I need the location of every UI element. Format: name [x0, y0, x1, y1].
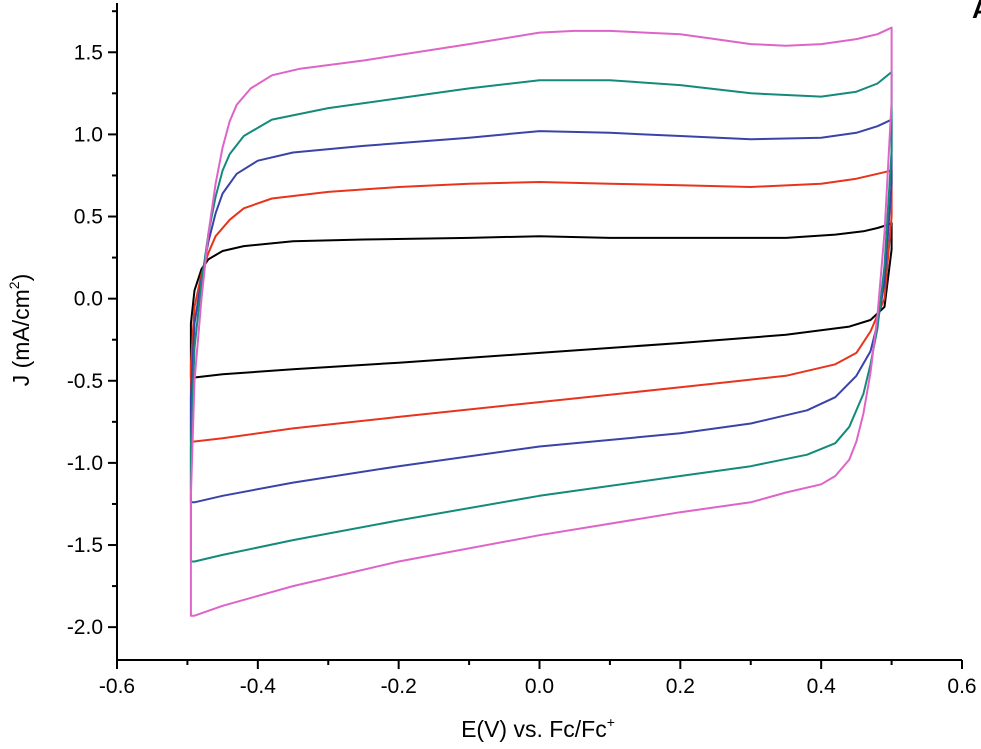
- y-axis-title: J (mA/cm2): [6, 274, 34, 387]
- y-tick-label: -1.0: [67, 452, 103, 475]
- x-tick-label: 0.4: [807, 675, 837, 698]
- x-axis-title: E(V) vs. Fc/Fc+: [461, 714, 615, 742]
- x-tick-label: -0.4: [240, 675, 277, 698]
- series-line-1: [189, 222, 893, 379]
- y-axis-title-main: J (mA/cm: [8, 289, 34, 386]
- x-tick-label: 0.6: [947, 675, 976, 698]
- y-tick-label: 0.0: [74, 288, 103, 311]
- x-tick-label: 0.0: [525, 675, 554, 698]
- y-tick-label: -1.5: [67, 534, 103, 557]
- x-tick-label: -0.2: [381, 675, 417, 698]
- y-tick-label: 1.0: [74, 123, 103, 146]
- series-line-4: [189, 71, 893, 563]
- x-axis-title-sup: +: [607, 714, 615, 730]
- y-axis-title-sup: 2: [6, 281, 22, 289]
- series-line-2: [189, 169, 893, 443]
- y-tick-label: -2.0: [67, 616, 103, 639]
- series-line-3: [189, 118, 893, 504]
- x-axis-title-main: E(V) vs. Fc/Fc: [461, 716, 607, 742]
- series-line-5: [189, 26, 893, 617]
- axes-layer: -0.6 -0.4 -0.2 0.0 0.2 0.4 0.6 -2.0 -1.5 -1.0 -0.5…: [67, 3, 977, 698]
- series-layer: [189, 26, 893, 617]
- y-tick-label: -0.5: [67, 370, 103, 393]
- y-axis-title-end: ): [8, 274, 34, 282]
- y-tick-label: 0.5: [74, 206, 103, 229]
- x-tick-label: -0.6: [99, 675, 135, 698]
- y-tick-label: 1.5: [74, 41, 103, 64]
- x-tick-label: 0.2: [666, 675, 695, 698]
- panel-corner-mark: A: [972, 0, 981, 24]
